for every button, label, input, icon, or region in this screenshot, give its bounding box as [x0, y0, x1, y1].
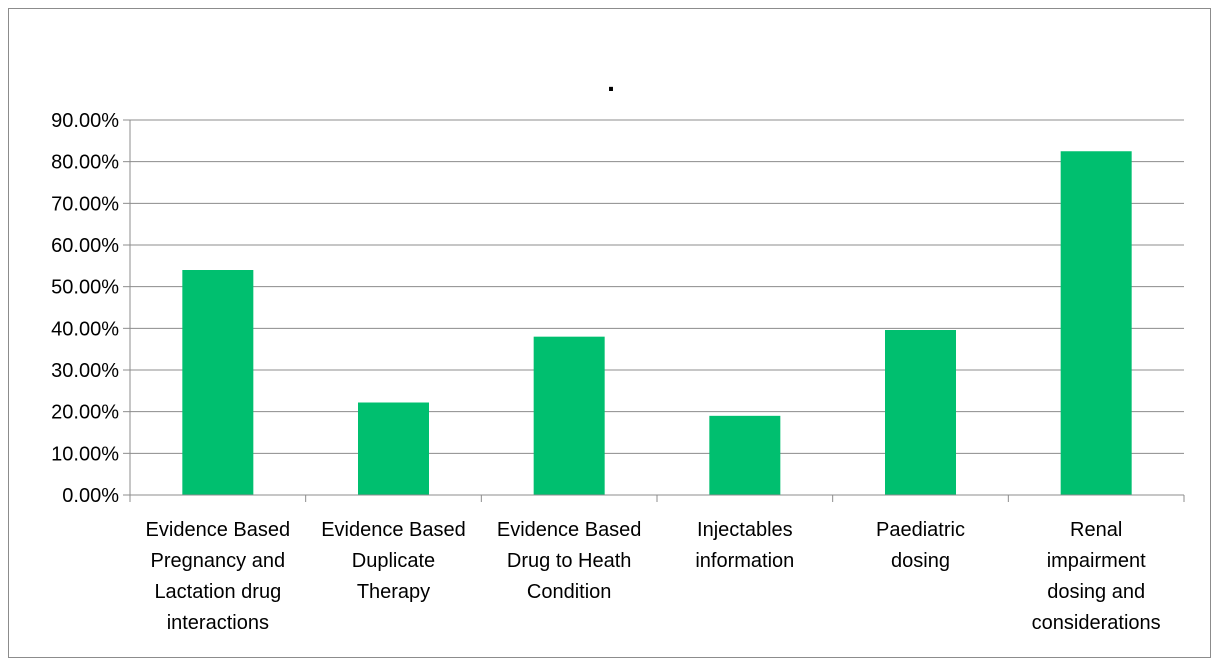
y-tick-label: 80.00%	[51, 152, 119, 174]
x-category-label: Evidence Based Pregnancy and Lactation dru…	[146, 519, 291, 634]
chart-frame: . 0.00% 10.00% 20.00% 30.00% 40.00% 50.00% 60.…	[8, 8, 1211, 658]
chart-title: .	[607, 66, 615, 97]
y-tick-label: 60.00%	[51, 235, 119, 257]
bar	[182, 270, 254, 495]
y-tick-label: 10.00%	[51, 443, 119, 465]
y-tick-label: 20.00%	[51, 402, 119, 424]
y-axis-tick-labels: 0.00% 10.00% 20.00% 30.00% 40.00% 50.00% 60.00…	[51, 110, 119, 507]
x-category-label: Evidence Based Drug to Heath Condition	[497, 519, 642, 603]
x-axis-category-labels: Evidence Based Pregnancy and Lactation dru…	[146, 519, 1161, 634]
bar	[709, 415, 781, 495]
bar	[533, 336, 605, 495]
gridlines	[130, 119, 1184, 454]
bar-chart: . 0.00% 10.00% 20.00% 30.00% 40.00% 50.00% 60.…	[51, 66, 1185, 634]
y-tick-label: 0.00%	[62, 485, 119, 507]
bar	[358, 402, 429, 495]
bar	[885, 330, 956, 495]
x-category-label: Renal impairment dosing and considerations	[1032, 519, 1161, 634]
x-category-label: Injectables information	[695, 519, 794, 572]
x-category-label: Paediatric dosing	[876, 519, 965, 572]
x-category-label: Evidence Based Duplicate Therapy	[321, 519, 466, 603]
y-tick-label: 40.00%	[51, 318, 119, 340]
axes	[123, 119, 1185, 502]
bar	[1060, 151, 1132, 495]
bars	[182, 151, 1132, 495]
y-tick-label: 30.00%	[51, 360, 119, 382]
y-tick-label: 50.00%	[51, 277, 119, 299]
y-tick-label: 70.00%	[51, 193, 119, 215]
y-tick-label: 90.00%	[51, 110, 119, 132]
